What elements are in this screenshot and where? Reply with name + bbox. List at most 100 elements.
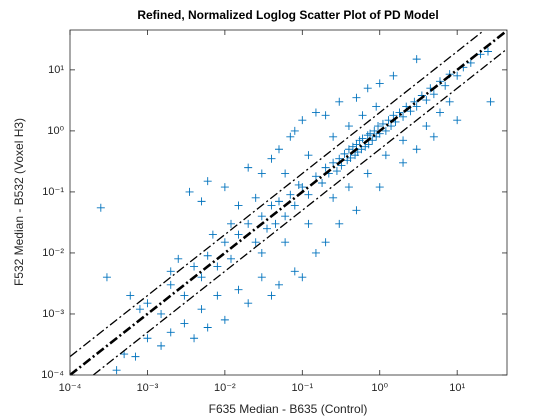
reference-line bbox=[70, 30, 507, 375]
point bbox=[486, 97, 495, 106]
point bbox=[352, 93, 361, 102]
point bbox=[389, 111, 398, 120]
x-tick-label: 10⁻¹ bbox=[291, 382, 313, 394]
point bbox=[453, 71, 462, 80]
point bbox=[399, 112, 408, 121]
point bbox=[389, 71, 398, 80]
point bbox=[263, 224, 271, 233]
point bbox=[286, 132, 295, 141]
point bbox=[281, 212, 290, 221]
point bbox=[363, 169, 372, 178]
x-tick-label: 10⁰ bbox=[371, 382, 388, 394]
x-axis-label: F635 Median - B635 (Control) bbox=[209, 402, 368, 416]
point bbox=[364, 140, 373, 149]
point bbox=[166, 267, 175, 276]
point bbox=[143, 299, 152, 308]
point bbox=[304, 151, 313, 160]
point bbox=[257, 273, 266, 282]
point bbox=[257, 169, 266, 178]
x-tick-label: 10⁻⁴ bbox=[59, 382, 82, 394]
point bbox=[384, 116, 393, 125]
point bbox=[234, 285, 243, 294]
y-tick-label: 10¹ bbox=[48, 64, 64, 76]
point bbox=[102, 273, 111, 282]
y-tick-label: 10⁰ bbox=[47, 125, 64, 137]
point bbox=[244, 299, 253, 308]
point bbox=[318, 179, 327, 187]
point bbox=[220, 238, 229, 247]
point bbox=[126, 291, 135, 300]
point bbox=[435, 77, 444, 86]
point bbox=[135, 305, 144, 314]
point bbox=[332, 167, 341, 176]
plot-area bbox=[70, 30, 507, 375]
point bbox=[329, 132, 338, 141]
point bbox=[358, 134, 367, 143]
point bbox=[213, 262, 222, 271]
point bbox=[375, 183, 384, 192]
point bbox=[483, 47, 492, 56]
point bbox=[346, 153, 355, 162]
point bbox=[267, 291, 276, 300]
point bbox=[335, 97, 344, 106]
point bbox=[321, 111, 330, 120]
point bbox=[143, 334, 152, 343]
point bbox=[375, 79, 384, 88]
point bbox=[234, 201, 243, 210]
point bbox=[290, 126, 299, 135]
point bbox=[429, 132, 438, 141]
point bbox=[203, 251, 212, 260]
point bbox=[274, 145, 283, 154]
point bbox=[157, 309, 166, 318]
point bbox=[131, 352, 140, 361]
point bbox=[311, 108, 320, 117]
point bbox=[274, 280, 283, 289]
reference-line bbox=[70, 30, 485, 358]
point bbox=[185, 187, 194, 196]
point bbox=[220, 183, 229, 192]
point bbox=[387, 122, 396, 131]
point bbox=[304, 219, 313, 228]
point bbox=[395, 108, 404, 117]
point bbox=[366, 129, 375, 138]
point bbox=[244, 219, 253, 228]
point bbox=[399, 158, 408, 167]
y-tick-label: 10⁻³ bbox=[42, 308, 64, 320]
point bbox=[257, 212, 266, 221]
y-tick-label: 10⁻¹ bbox=[42, 186, 64, 198]
point bbox=[412, 55, 421, 64]
point bbox=[374, 122, 383, 131]
axes-box bbox=[69, 29, 508, 376]
point bbox=[453, 116, 462, 125]
point bbox=[197, 305, 206, 314]
point bbox=[290, 201, 299, 210]
point bbox=[174, 254, 183, 263]
point bbox=[378, 119, 387, 128]
point bbox=[274, 197, 283, 206]
point bbox=[190, 334, 199, 343]
point bbox=[321, 238, 330, 247]
point bbox=[251, 193, 260, 202]
point bbox=[344, 122, 353, 131]
point bbox=[203, 177, 212, 186]
point bbox=[244, 163, 253, 172]
point bbox=[180, 319, 189, 328]
point bbox=[213, 291, 222, 300]
x-tick-label: 10⁻³ bbox=[137, 382, 159, 394]
point bbox=[445, 97, 454, 106]
point bbox=[251, 238, 260, 247]
point bbox=[429, 90, 438, 99]
point bbox=[157, 341, 166, 350]
point bbox=[166, 280, 175, 289]
point bbox=[220, 315, 229, 324]
y-axis-label: F532 Median - B532 (Voxel H3) bbox=[12, 118, 26, 286]
x-tick-label: 10⁻² bbox=[214, 382, 236, 394]
point bbox=[329, 158, 338, 167]
point bbox=[311, 248, 320, 257]
x-tick-label: 10¹ bbox=[449, 382, 465, 394]
point bbox=[370, 126, 379, 135]
point bbox=[281, 169, 290, 178]
point bbox=[166, 328, 175, 337]
point bbox=[399, 136, 408, 145]
point bbox=[352, 206, 361, 215]
